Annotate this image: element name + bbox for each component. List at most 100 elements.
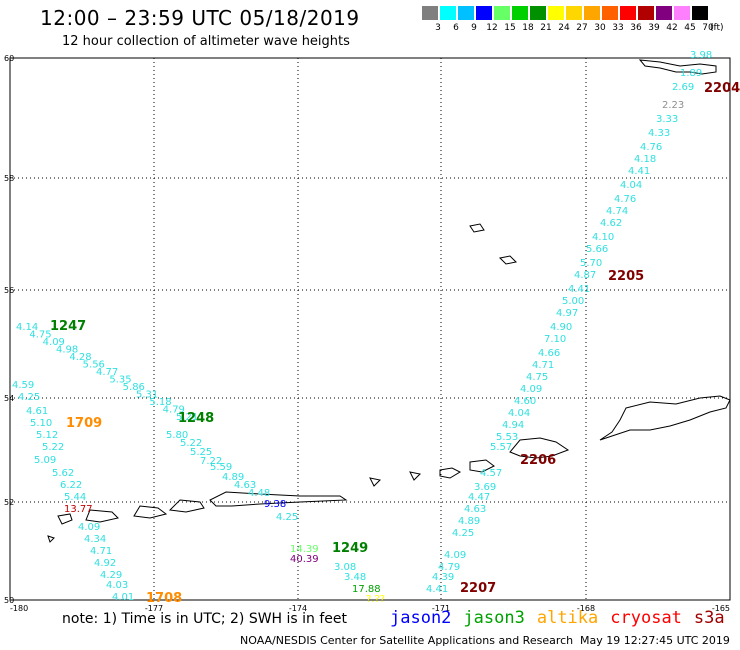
wave-height-value: 4.61 [26,406,48,417]
wave-height-value: 4.33 [648,128,670,139]
wave-height-value: 4.79 [438,562,460,573]
wave-height-value: 5.53 [496,432,518,443]
wave-height-value: 4.98 [56,345,78,356]
latitude-label: 52 [4,498,14,507]
scale-swatch [692,6,708,20]
wave-height-value: 4.09 [520,384,542,395]
wave-height-value: 5.22 [42,442,64,453]
longitude-label: -165 [712,604,730,613]
scale-label: 15 [504,23,516,33]
wave-height-value: 7.10 [544,334,566,345]
wave-height-value: 4.57 [480,468,502,479]
satellite-legend: jason2 jason3 altika cryosat s3a [390,608,737,628]
map-subtitle: 12 hour collection of altimeter wave hei… [62,34,350,49]
wave-height-value: 4.76 [640,142,662,153]
wave-height-value: 5.12 [36,430,58,441]
scale-swatch [512,6,528,20]
wave-height-value: 4.25 [452,528,474,539]
scale-swatch [638,6,654,20]
coastline [469,459,495,473]
map-frame [9,57,731,601]
wave-height-value: 5.66 [586,244,608,255]
wave-height-value: 4.41 [628,166,650,177]
scale-label: 3 [435,23,441,33]
coastline [133,505,168,519]
wave-height-value: 4.89 [458,516,480,527]
wave-height-value: 4.75 [29,330,51,341]
scale-label: 30 [594,23,606,33]
latitude-label: 60 [4,54,14,63]
track-time-label: 1247 [50,319,86,334]
wave-height-value: 5.56 [83,360,105,371]
longitude-label: -168 [577,604,595,613]
coastline [85,509,119,523]
wave-height-value: 5.21 [176,412,198,423]
track-time-label: 1249 [332,541,368,556]
wave-height-value: 13.77 [64,504,93,515]
coastline [209,491,348,507]
wave-height-value: 5.18 [149,397,171,408]
wave-height-value: 4.39 [432,572,454,583]
wave-height-value: 4.97 [556,308,578,319]
credit-line: NOAA/NESDIS Center for Satellite Applica… [240,634,574,647]
wave-height-value: 5.70 [580,258,602,269]
wave-height-value: 3.69 [474,482,496,493]
scale-unit: (ft) [710,23,724,33]
scale-swatch [440,6,456,20]
wave-height-value: 40.39 [290,554,319,565]
wave-height-value: 4.77 [96,367,118,378]
coastline [168,499,205,513]
wave-height-value: 5.31 [136,390,158,401]
wave-height-value: 14.39 [290,544,319,555]
wave-height-value: 7.22 [200,456,222,467]
scale-label: 9 [471,23,477,33]
latitude-label: 58 [4,174,14,183]
wave-height-value: 5.22 [180,438,202,449]
scale-label: 6 [453,23,459,33]
longitude-label: -177 [145,604,163,613]
wave-height-value: 1.89 [680,68,702,79]
wave-height-value: 4.79 [163,405,185,416]
wave-height-value: 4.29 [100,570,122,581]
wave-height-value: 4.18 [634,154,656,165]
scale-label: 42 [666,23,678,33]
coastline [409,471,422,481]
scale-label: 24 [558,23,570,33]
satellite-legend-item: s3a [693,608,725,628]
wave-height-value: 4.74 [606,206,628,217]
wave-height-value: 17.88 [352,584,381,595]
wave-height-value: 9.38 [264,499,286,510]
latitude-label: 50 [4,596,14,605]
wave-height-value: 4.34 [84,534,106,545]
scale-swatch [584,6,600,20]
longitude-label: -174 [289,604,307,613]
wave-height-value: 4.76 [614,194,636,205]
wave-height-value: 5.62 [52,468,74,479]
scale-label: 12 [486,23,498,33]
wave-height-value: 5.59 [210,462,232,473]
scale-swatch [494,6,510,20]
wave-height-value: 5.57 [490,442,512,453]
wave-height-value: 5.00 [562,296,584,307]
wave-height-value: 4.89 [222,472,244,483]
wave-height-value: 5.25 [190,447,212,458]
wave-height-value: 4.71 [90,546,112,557]
scale-label: 27 [576,23,588,33]
wave-height-value: 4.09 [444,550,466,561]
wave-height-value: 4.92 [94,558,116,569]
wave-height-value: 4.25 [276,512,298,523]
wave-height-value: 2.69 [672,82,694,93]
wave-height-value: 4.41 [568,284,590,295]
wave-height-value: 4.01 [112,592,134,603]
scale-label: 33 [612,23,624,33]
generation-timestamp: May 19 12:27:45 UTC 2019 [580,634,730,647]
scale-swatch [476,6,492,20]
scale-label: 36 [630,23,642,33]
wave-height-value: 4.63 [464,504,486,515]
wave-height-value: 4.94 [502,420,524,431]
track-time-label: 2206 [520,453,556,468]
wave-height-value: 3.08 [334,562,356,573]
wave-height-value: 4.10 [592,232,614,243]
longitude-label: -171 [432,604,450,613]
